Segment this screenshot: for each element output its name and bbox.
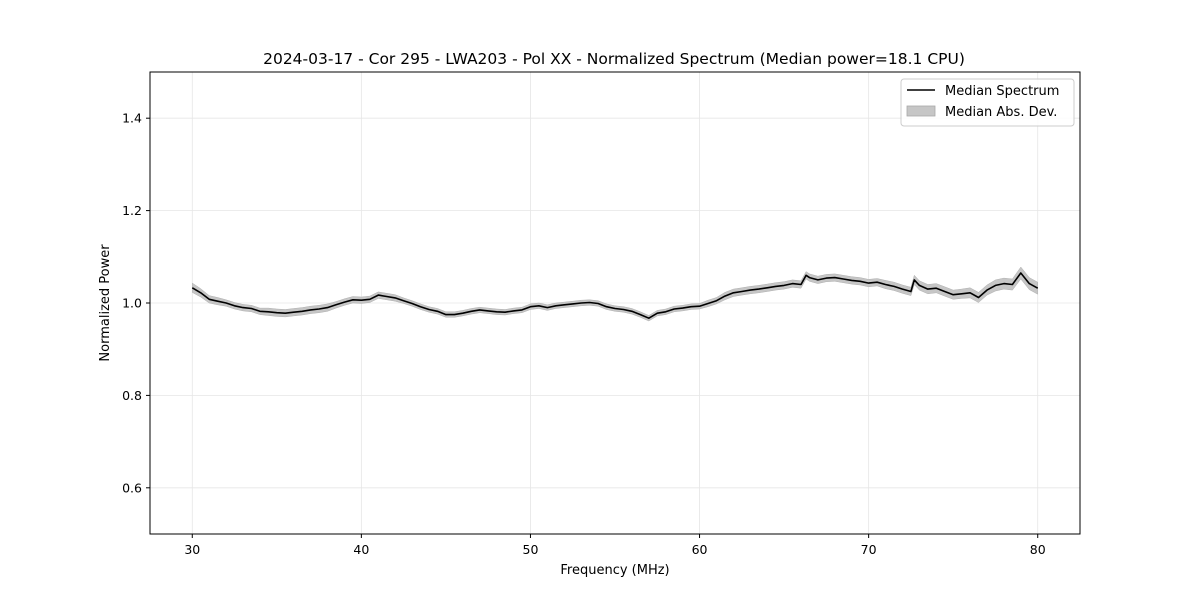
- x-tick-label: 40: [353, 542, 369, 557]
- x-axis-label: Frequency (MHz): [560, 563, 669, 578]
- x-axis-ticks: 30 40 50 60 70 80: [184, 534, 1046, 557]
- legend: Median Spectrum Median Abs. Dev.: [900, 78, 1075, 127]
- mad-band: [192, 266, 1038, 322]
- y-tick-label: 0.8: [122, 388, 142, 403]
- y-tick-label: 1.2: [122, 203, 142, 218]
- y-tick-label: 0.6: [122, 480, 142, 495]
- legend-box: [900, 78, 1075, 127]
- y-axis-label: Normalized Power: [98, 244, 113, 362]
- x-tick-label: 50: [523, 542, 539, 557]
- legend-patch-swatch: [906, 105, 936, 117]
- y-axis-ticks: 0.6 0.8 1.0 1.2 1.4: [122, 111, 150, 495]
- mad-band-area: [192, 266, 1038, 322]
- chart-title: 2024-03-17 - Cor 295 - LWA203 - Pol XX -…: [263, 50, 965, 68]
- x-tick-label: 70: [861, 542, 877, 557]
- x-tick-label: 80: [1030, 542, 1046, 557]
- median-series: [191, 272, 1039, 320]
- legend-label-median-spectrum: Median Spectrum: [945, 84, 1059, 99]
- y-tick-label: 1.4: [122, 111, 142, 126]
- legend-label-median-abs-dev: Median Abs. Dev.: [945, 105, 1057, 120]
- x-tick-label: 60: [692, 542, 708, 557]
- x-tick-label: 30: [184, 542, 200, 557]
- median-spectrum-line: [191, 272, 1039, 320]
- y-tick-label: 1.0: [122, 296, 142, 311]
